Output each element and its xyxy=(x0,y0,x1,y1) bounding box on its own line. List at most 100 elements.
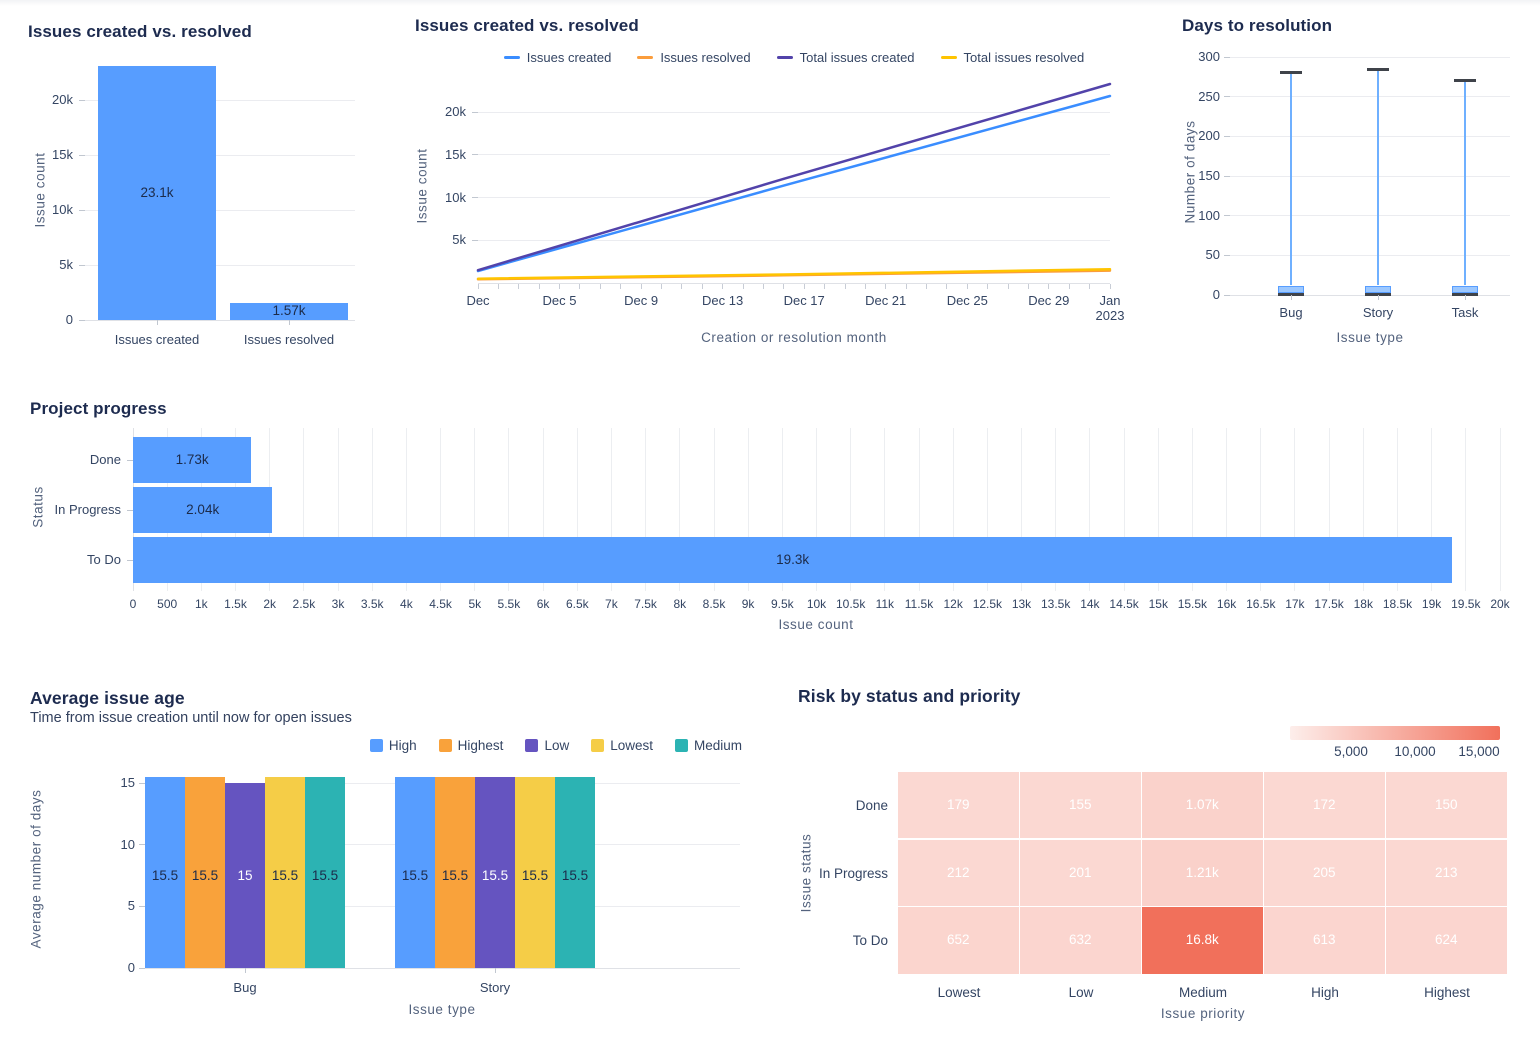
legend-swatch xyxy=(369,739,383,752)
x-category-label: Task xyxy=(1451,305,1479,320)
x-category-label: Bug xyxy=(233,980,257,995)
heatmap-cell[interactable]: 16.8k xyxy=(1142,907,1263,974)
legend-item[interactable]: Lowest xyxy=(591,738,653,753)
series-line-total-issues-resolved[interactable] xyxy=(476,268,1112,280)
x-tick-label: Dec 17 xyxy=(783,293,825,308)
candle-wick[interactable] xyxy=(1290,72,1292,286)
x-axis-line xyxy=(478,283,1110,284)
x-tick-mark xyxy=(701,284,703,289)
bar[interactable] xyxy=(305,776,345,968)
gridline xyxy=(747,428,749,591)
x-tick-label: 6.5k xyxy=(565,597,589,611)
y-tick-mark xyxy=(139,905,145,907)
bar[interactable] xyxy=(98,65,216,320)
legend-item[interactable]: Issues created xyxy=(503,50,611,65)
line-series-canvas[interactable] xyxy=(476,82,1112,283)
gridline xyxy=(1294,428,1296,591)
heatmap-cell[interactable]: 150 xyxy=(1386,772,1507,839)
heatmap-cell[interactable]: 1.07k xyxy=(1142,772,1263,839)
x-category-label: Low xyxy=(1068,985,1094,1001)
x-tick-mark xyxy=(1028,284,1029,289)
legend-item[interactable]: Total issues resolved xyxy=(940,50,1084,65)
x-category-label: Lowest xyxy=(937,985,981,1001)
y-tick-mark xyxy=(472,111,478,113)
x-tick-label: Jan 2023 xyxy=(1095,293,1125,323)
heatmap-cell[interactable]: 201 xyxy=(1020,839,1141,906)
bar[interactable] xyxy=(185,776,225,968)
x-tick-label: Dec 9 xyxy=(624,293,659,308)
chart-title: Issues created vs. resolved xyxy=(28,22,252,41)
x-category-label: High xyxy=(1311,985,1339,1001)
x-tick-label: 15k xyxy=(1148,597,1168,611)
y-tick-label: 50 xyxy=(1205,247,1220,263)
candle-high-cap xyxy=(1454,79,1476,83)
gridline xyxy=(576,428,578,591)
legend-item[interactable]: Issues resolved xyxy=(637,50,751,65)
bar[interactable] xyxy=(133,437,252,483)
bar[interactable] xyxy=(230,302,348,320)
series-line-total-issues-created[interactable] xyxy=(476,82,1112,272)
candle-high-cap xyxy=(1367,68,1389,72)
heatmap-cell[interactable]: 632 xyxy=(1020,907,1141,974)
heatmap-cell[interactable]: 179 xyxy=(898,772,1019,839)
candle-wick[interactable] xyxy=(1464,80,1466,286)
bar[interactable] xyxy=(395,776,435,968)
candle-wick[interactable] xyxy=(1377,69,1379,286)
x-axis-title: Issue priority xyxy=(1160,1006,1246,1021)
heatmap-cell[interactable]: 1.21k xyxy=(1142,839,1263,906)
gridline xyxy=(952,428,954,591)
heatmap-cell[interactable]: 652 xyxy=(898,907,1019,974)
gridline xyxy=(781,428,783,591)
legend-item[interactable]: Total issues created xyxy=(776,50,915,65)
gridline xyxy=(986,428,988,591)
y-tick-label: 10k xyxy=(52,202,73,217)
x-tick-mark xyxy=(1377,295,1379,300)
gridline xyxy=(1089,428,1091,591)
x-tick-label: 5.5k xyxy=(497,597,521,611)
x-tick-mark xyxy=(620,284,622,289)
y-tick-label: 200 xyxy=(1198,128,1220,144)
x-tick-mark xyxy=(987,284,989,289)
heatmap-cell[interactable]: 172 xyxy=(1264,772,1385,839)
gridline xyxy=(1230,96,1510,98)
heatmap-cell[interactable]: 212 xyxy=(898,839,1019,906)
bar[interactable] xyxy=(133,537,1453,583)
bar[interactable] xyxy=(225,783,265,968)
gridline xyxy=(1499,428,1501,591)
y-tick-label: 15k xyxy=(52,147,73,162)
legend-swatch xyxy=(940,56,957,59)
bar[interactable] xyxy=(475,776,515,968)
heatmap-cell[interactable]: 205 xyxy=(1264,839,1385,906)
bar[interactable] xyxy=(265,776,305,968)
heatmap-cell[interactable]: 613 xyxy=(1264,907,1385,974)
legend-item[interactable]: Medium xyxy=(674,738,742,753)
heatmap-cell[interactable]: 155 xyxy=(1020,772,1141,839)
y-tick-label: 0 xyxy=(127,960,135,975)
y-tick-mark xyxy=(139,782,145,784)
heatmap-cell[interactable]: 624 xyxy=(1386,907,1507,974)
bar[interactable] xyxy=(145,776,185,968)
x-tick-label: 9.5k xyxy=(770,597,794,611)
y-category-label: Done xyxy=(855,797,888,813)
legend-item[interactable]: Highest xyxy=(438,738,503,753)
y-tick-mark xyxy=(79,209,85,211)
bar[interactable] xyxy=(515,776,555,968)
bar[interactable] xyxy=(133,487,273,533)
legend-label: High xyxy=(388,738,417,753)
cell-value-label: 155 xyxy=(1068,796,1092,812)
series-line-issues-created[interactable] xyxy=(476,94,1112,273)
bar-value-label: 15.5 xyxy=(401,868,429,883)
x-tick-mark xyxy=(518,284,520,289)
bar-value-label: 1.73k xyxy=(175,452,209,467)
x-tick-label: 19.5k xyxy=(1451,597,1481,611)
bar[interactable] xyxy=(555,776,595,968)
legend-item[interactable]: High xyxy=(369,738,417,753)
heatmap-cell[interactable]: 213 xyxy=(1386,839,1507,906)
x-axis-title: Creation or resolution month xyxy=(701,330,887,345)
x-tick-mark xyxy=(1464,295,1466,300)
legend-swatch xyxy=(591,739,605,752)
bar-value-label: 2.04k xyxy=(186,502,220,517)
legend-item[interactable]: Low xyxy=(525,738,569,753)
x-tick-mark xyxy=(1048,284,1050,289)
bar[interactable] xyxy=(435,776,475,968)
